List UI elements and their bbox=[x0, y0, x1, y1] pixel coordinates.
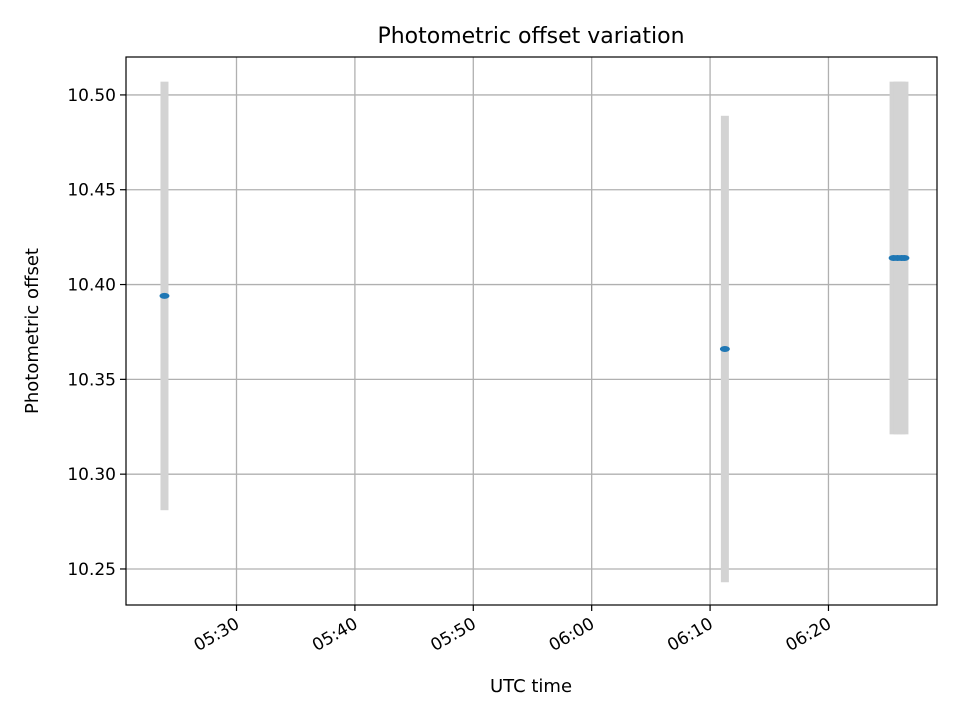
x-tick-label: 06:10 bbox=[664, 614, 716, 656]
data-point bbox=[159, 292, 170, 299]
x-tick-label: 06:00 bbox=[546, 614, 598, 656]
x-axis-label: UTC time bbox=[490, 676, 572, 697]
grid bbox=[126, 57, 937, 605]
x-tick-label: 05:30 bbox=[191, 614, 243, 656]
y-tick-label: 10.30 bbox=[67, 465, 116, 485]
y-tick-label: 10.25 bbox=[67, 560, 116, 580]
x-axis: 05:30 05:40 05:50 06:00 06:10 06:20 bbox=[191, 605, 835, 656]
y-tick-label: 10.45 bbox=[67, 181, 116, 201]
y-tick-label: 10.50 bbox=[67, 86, 116, 106]
error-bars bbox=[160, 81, 909, 583]
x-tick-label: 06:20 bbox=[783, 614, 835, 656]
plot-area-frame bbox=[125, 56, 938, 606]
y-tick-label: 10.40 bbox=[67, 276, 116, 296]
y-axis: 10.25 10.30 10.35 10.40 10.45 10.50 bbox=[67, 86, 126, 580]
y-axis-label: Photometric offset bbox=[22, 248, 43, 414]
data-point bbox=[719, 346, 730, 353]
chart-title: Photometric offset variation bbox=[377, 24, 684, 49]
y-tick-label: 10.35 bbox=[67, 370, 116, 390]
data-points bbox=[159, 254, 910, 353]
data-point bbox=[899, 254, 910, 261]
x-tick-label: 05:50 bbox=[427, 614, 479, 656]
x-tick-label: 05:40 bbox=[309, 614, 361, 656]
